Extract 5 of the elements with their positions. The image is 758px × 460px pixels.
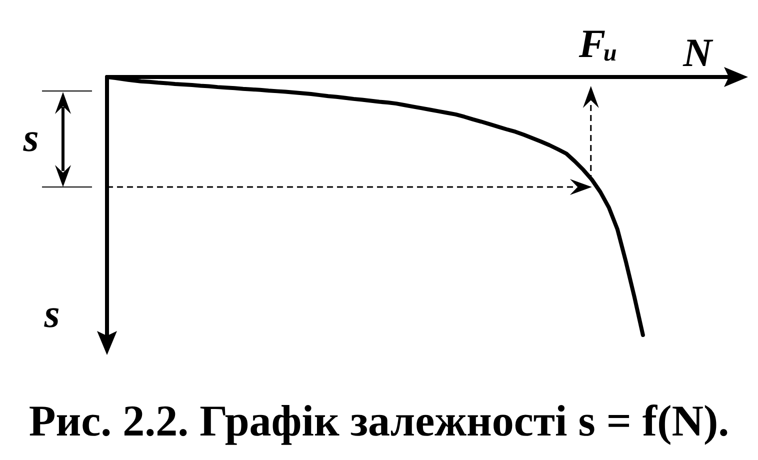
text: Fᵤ [578,21,618,66]
text: s [22,114,39,160]
x-axis-title: N [682,30,714,75]
text: Рис. 2.2. Графік залежності s = f(N). [28,396,730,446]
y-axis-title: s [43,291,60,336]
